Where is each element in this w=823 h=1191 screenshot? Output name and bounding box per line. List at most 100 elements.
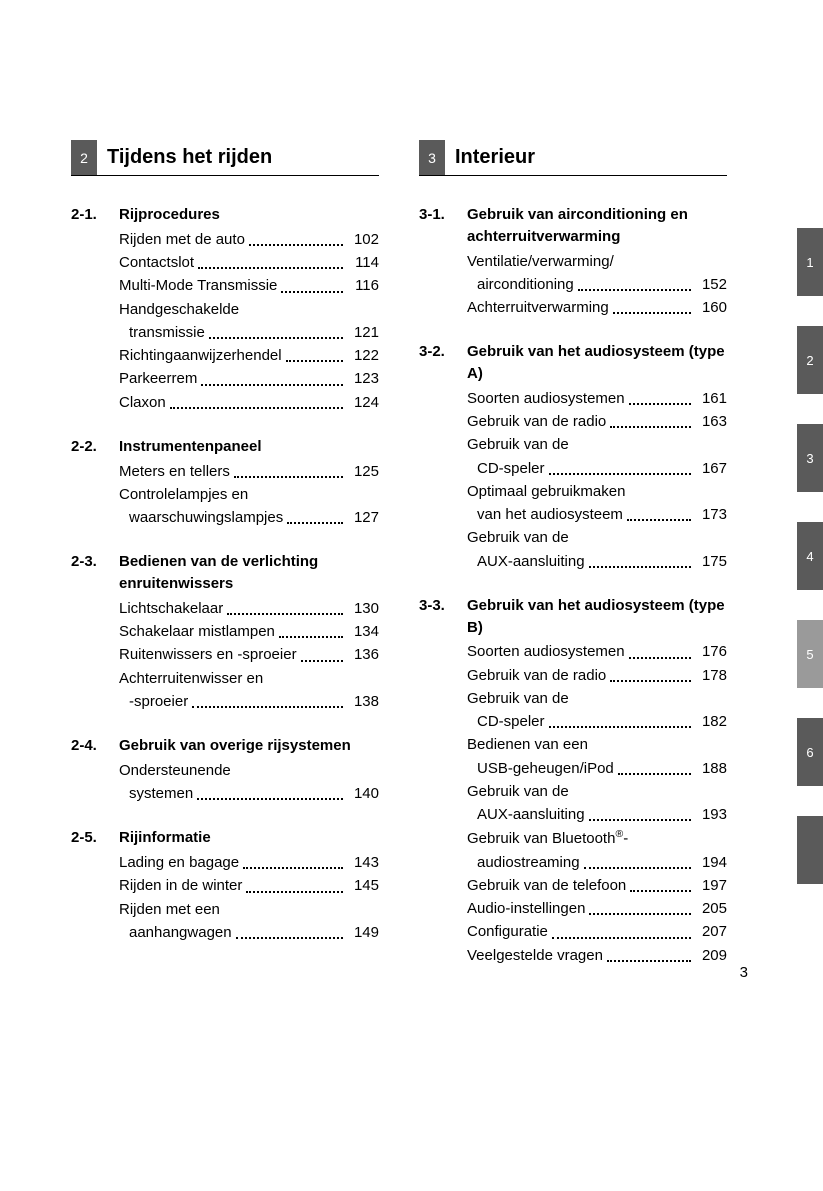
entry-label: Achterruitverwarming	[467, 296, 609, 319]
toc-entry: Soorten audiosystemen 161	[467, 387, 727, 410]
section-title: Gebruik van het audiosysteem (type A)	[467, 341, 727, 385]
toc-section: 2-4.Gebruik van overige rijsystemenOnder…	[71, 735, 379, 805]
section-header: 3-3.Gebruik van het audiosysteem (type B…	[419, 595, 727, 639]
entry-label: Rijden in de winter	[119, 874, 242, 897]
entry-page: 167	[695, 457, 727, 480]
chapter-header: 3Interieur	[419, 140, 727, 176]
side-tab[interactable]: 2	[797, 326, 823, 394]
entry-label: AUX-aansluiting	[467, 550, 585, 573]
entry-page: 207	[695, 920, 727, 943]
entry-label: Audio-instellingen	[467, 897, 585, 920]
toc-entry: -sproeier138	[119, 690, 379, 713]
entry-page: 102	[347, 228, 379, 251]
leader-dots	[549, 726, 691, 728]
entries: Lichtschakelaar130Schakelaar mistlampen1…	[71, 597, 379, 713]
toc-entry: Lading en bagage143	[119, 851, 379, 874]
toc-entry: USB-geheugen/iPod188	[467, 757, 727, 780]
leader-dots	[584, 867, 691, 869]
section-header: 2-4.Gebruik van overige rijsystemen	[71, 735, 379, 757]
toc-entry: systemen140	[119, 782, 379, 805]
entry-label: Controlelampjes en	[119, 483, 248, 506]
entry-label: Schakelaar mistlampen	[119, 620, 275, 643]
toc-entry: airconditioning152	[467, 273, 727, 296]
toc-entry: transmissie121	[119, 321, 379, 344]
side-tab[interactable]: 1	[797, 228, 823, 296]
toc-entry: Achterruitverwarming160	[467, 296, 727, 319]
toc-section: 3-3.Gebruik van het audiosysteem (type B…	[419, 595, 727, 967]
leader-dots	[286, 360, 343, 362]
entry-label: Soorten audiosystemen	[467, 387, 625, 410]
toc-entry: audiostreaming194	[467, 851, 727, 874]
toc-entry: AUX-aansluiting193	[467, 803, 727, 826]
section-header: 2-5.Rijinformatie	[71, 827, 379, 849]
side-tabs: 1 2 3 4 5 6	[797, 228, 823, 884]
leader-dots	[249, 244, 343, 246]
entry-page: 161	[695, 387, 727, 410]
entries: Rijden met de auto102Contactslot114Multi…	[71, 228, 379, 414]
toc-entry: CD-speler182	[467, 710, 727, 733]
leader-dots	[236, 937, 343, 939]
entry-label: Gebruik van de	[467, 687, 569, 710]
entry-label: Parkeerrem	[119, 367, 197, 390]
side-tab[interactable]: 3	[797, 424, 823, 492]
leader-dots	[627, 519, 691, 521]
leader-dots	[234, 476, 343, 478]
entry-page: 178	[695, 664, 727, 687]
toc-column: 3Interieur3-1.Gebruik van airconditionin…	[419, 140, 727, 989]
toc-entry: AUX-aansluiting175	[467, 550, 727, 573]
entry-page: 197	[695, 874, 727, 897]
entry-label: Bedienen van een	[467, 733, 588, 756]
leader-dots	[170, 407, 343, 409]
section-number: 2-3.	[71, 551, 119, 595]
side-tab[interactable]: 4	[797, 522, 823, 590]
side-tab[interactable]	[797, 816, 823, 884]
entry-page: 176	[695, 640, 727, 663]
entries: Meters en tellers125Controlelampjes enwa…	[71, 460, 379, 530]
entry-label: Lichtschakelaar	[119, 597, 223, 620]
entries: Ondersteunendesystemen140	[71, 759, 379, 806]
toc-entry: Ventilatie/verwarming/	[467, 250, 727, 273]
section-title: Rijprocedures	[119, 204, 379, 226]
toc-entry: Audio-instellingen 205	[467, 897, 727, 920]
section-header: 2-2.Instrumentenpaneel	[71, 436, 379, 458]
leader-dots	[227, 613, 343, 615]
entry-label: Configuratie	[467, 920, 548, 943]
side-tab[interactable]: 5	[797, 620, 823, 688]
entry-page: 127	[347, 506, 379, 529]
entry-label: Rijden met de auto	[119, 228, 245, 251]
section-title: Gebruik van overige rijsystemen	[119, 735, 379, 757]
leader-dots	[589, 819, 691, 821]
toc-entry: Gebruik van de radio178	[467, 664, 727, 687]
page-number: 3	[740, 964, 748, 981]
entry-page: 173	[695, 503, 727, 526]
entry-label: Soorten audiosystemen	[467, 640, 625, 663]
toc-entry: Parkeerrem123	[119, 367, 379, 390]
entry-label: Ruitenwissers en -sproeier	[119, 643, 297, 666]
entry-page: 143	[347, 851, 379, 874]
entries: Lading en bagage143Rijden in de winter 14…	[71, 851, 379, 944]
toc-columns: 2Tijdens het rijden2-1.RijproceduresRijd…	[71, 140, 763, 989]
toc-entry: Gebruik van de	[467, 433, 727, 456]
toc-entry: Rijden met een	[119, 898, 379, 921]
side-tab[interactable]: 6	[797, 718, 823, 786]
entry-label: Contactslot	[119, 251, 194, 274]
entry-page: 163	[695, 410, 727, 433]
toc-entry: Meters en tellers125	[119, 460, 379, 483]
entry-page: 205	[695, 897, 727, 920]
entry-label: CD-speler	[467, 710, 545, 733]
toc-entry: Claxon124	[119, 391, 379, 414]
toc-entry: Multi-Mode Transmissie116	[119, 274, 379, 297]
toc-entry: Optimaal gebruikmaken	[467, 480, 727, 503]
toc-entry: Handgeschakelde	[119, 298, 379, 321]
leader-dots	[301, 660, 343, 662]
toc-section: 3-2.Gebruik van het audiosysteem (type A…	[419, 341, 727, 573]
entry-label: Gebruik van de telefoon	[467, 874, 626, 897]
entries: Soorten audiosystemen161Gebruik van de r…	[419, 387, 727, 573]
section-header: 3-2.Gebruik van het audiosysteem (type A…	[419, 341, 727, 385]
leader-dots	[613, 312, 691, 314]
leader-dots	[630, 890, 691, 892]
section-number: 3-1.	[419, 204, 467, 248]
leader-dots	[552, 937, 691, 939]
section-number: 2-4.	[71, 735, 119, 757]
entry-page: 193	[695, 803, 727, 826]
